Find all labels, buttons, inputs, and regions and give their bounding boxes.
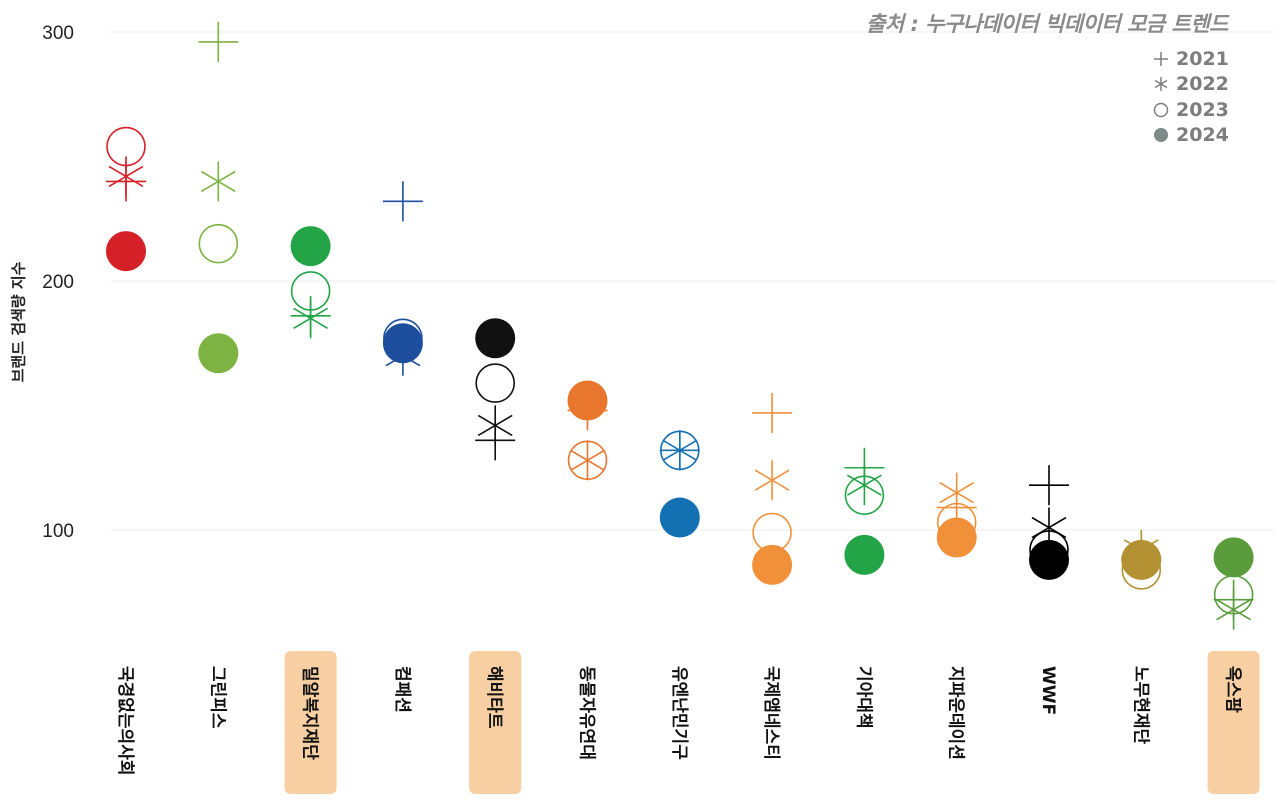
category-label: 옥스팜 — [1223, 666, 1243, 713]
marker-2021-plus — [844, 447, 885, 488]
y-tick-label: 300 — [42, 23, 74, 44]
marker-2024-filled-circle — [1213, 537, 1254, 578]
asterisk-stroke — [1031, 516, 1067, 539]
marker-2021-plus — [106, 161, 146, 202]
marker-2021-plus — [198, 21, 239, 62]
asterisk-stroke — [570, 449, 605, 471]
marker-2021-plus — [475, 420, 516, 461]
filled-circle-marker-icon — [1154, 128, 1168, 143]
marker-2022-asterisk — [570, 440, 605, 481]
marker-2021-plus — [659, 430, 700, 471]
asterisk-stroke — [754, 469, 790, 491]
marker-2023-open-circle — [475, 363, 516, 403]
category-label: 유엔난민기구 — [669, 666, 689, 760]
category-highlight — [1207, 651, 1260, 794]
y-tick-label: 100 — [42, 521, 74, 542]
category-label: 밀알복지재단 — [300, 666, 321, 760]
category-label: WWF — [1038, 666, 1058, 715]
category-label: 컴패션 — [392, 666, 413, 713]
marker-2024-filled-circle — [475, 318, 516, 359]
marker-2024-filled-circle — [290, 226, 331, 267]
marker-2021-plus — [1029, 465, 1069, 506]
marker-2024-filled-circle — [106, 231, 146, 272]
category-label: 동물자유연대 — [577, 666, 597, 760]
y-tick-label: 200 — [42, 272, 74, 293]
category-label: 그린피스 — [207, 666, 227, 729]
marker-2021-plus — [1213, 579, 1254, 620]
marker-2021-plus — [567, 390, 608, 431]
legend-label: 2024 — [1176, 124, 1229, 147]
legend-item-2023: 2023 — [1152, 97, 1229, 123]
marker-2021-plus — [752, 392, 793, 433]
source-caption: 출처 : 누구나데이터 빅데이터 모금 트렌드 — [866, 12, 1228, 36]
category-label: 해비타트 — [484, 666, 504, 729]
marker-2024-filled-circle — [659, 497, 700, 538]
marker-2022-asterisk — [754, 460, 790, 501]
marker-2021-plus — [382, 181, 423, 222]
open-circle-marker-icon — [1153, 102, 1169, 117]
legend-item-2024: 2024 — [1152, 123, 1229, 149]
marker-2024-filled-circle — [844, 534, 885, 575]
marker-2021-plus — [290, 295, 331, 336]
category-label: 국제앰네스티 — [761, 666, 781, 760]
legend-label: 2023 — [1176, 98, 1229, 121]
category-label: 지파운데이션 — [946, 666, 966, 760]
marker-2023-open-circle — [198, 223, 239, 264]
asterisk-stroke — [385, 345, 421, 367]
marker-2022-asterisk — [1031, 507, 1067, 548]
legend: 2021 2022 2023 2024 — [1152, 46, 1229, 148]
marker-2024-filled-circle — [1029, 539, 1069, 580]
marker-2024-filled-circle — [752, 544, 793, 585]
legend-item-2021: 2021 — [1152, 46, 1229, 72]
marker-2024-filled-circle — [936, 517, 977, 558]
legend-label: 2021 — [1176, 47, 1229, 70]
asterisk-stroke — [200, 170, 236, 193]
category-highlight — [284, 651, 337, 794]
category-highlight — [469, 651, 522, 794]
category-label: 국경없는의사회 — [115, 666, 135, 775]
asterisk-marker-icon — [1154, 77, 1168, 92]
legend-label: 2022 — [1176, 73, 1229, 96]
category-label: 기아대책 — [853, 666, 873, 729]
marker-2023-open-circle — [752, 512, 792, 553]
marker-2022-asterisk — [385, 335, 421, 376]
marker-2021-plus — [936, 487, 977, 528]
category-label: 노무현재단 — [1130, 666, 1150, 745]
plus-marker-icon — [1154, 51, 1168, 66]
legend-item-2022: 2022 — [1152, 72, 1229, 98]
marker-2021-plus — [1121, 537, 1162, 578]
y-axis-label: 브랜드 검색량 지수 — [9, 261, 28, 383]
marker-2022-asterisk — [200, 161, 236, 202]
marker-2024-filled-circle — [198, 333, 239, 374]
